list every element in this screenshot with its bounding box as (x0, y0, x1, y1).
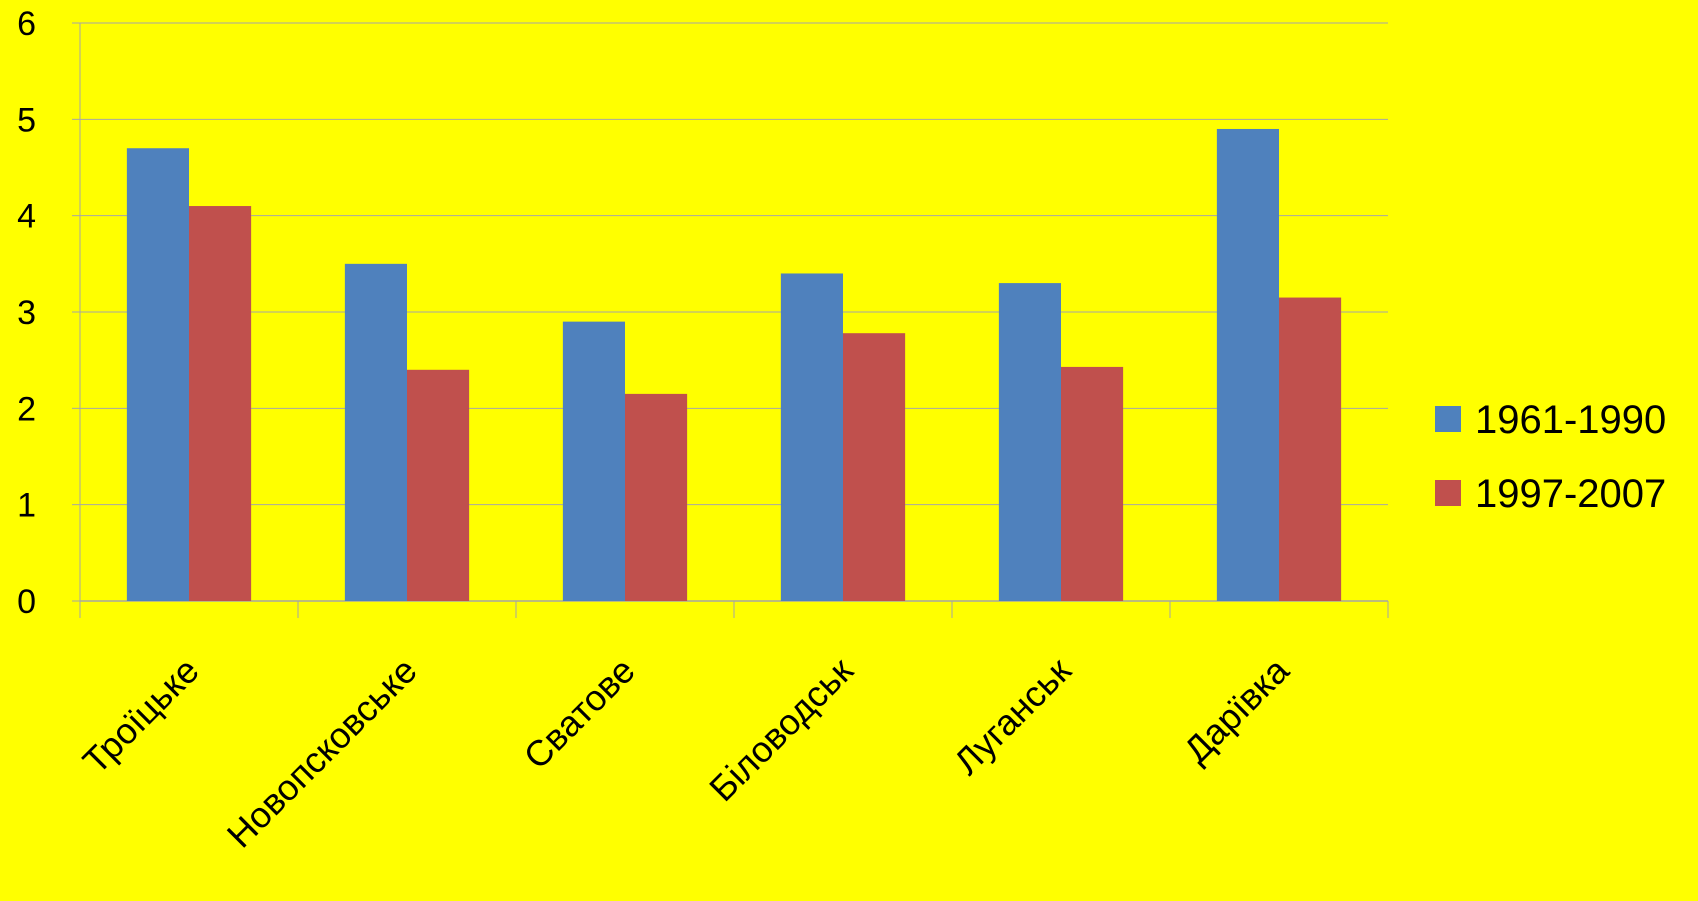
x-tick-label: Сватове (516, 650, 643, 777)
bar-series-2 (625, 393, 688, 601)
bar-series-1 (562, 321, 625, 601)
bars (126, 128, 1342, 602)
legend-label: 1997-2007 (1475, 472, 1666, 516)
bar-series-2 (1279, 297, 1342, 601)
bar-series-1 (126, 148, 189, 601)
axes (72, 22, 1389, 618)
legend-label: 1961-1990 (1475, 398, 1666, 442)
y-tick-labels: 0 1 2 3 4 5 6 (17, 5, 36, 621)
x-tick-label: Біловодськ (701, 649, 861, 809)
x-tick-label: Дарївка (1176, 649, 1298, 771)
y-tick-label: 1 (17, 487, 36, 525)
bar-series-1 (1216, 128, 1279, 601)
legend-swatch (1435, 406, 1461, 432)
bar-series-2 (843, 333, 906, 601)
bar-series-2 (1061, 366, 1124, 601)
y-tick-label: 0 (17, 583, 36, 621)
y-tick-label: 6 (17, 5, 36, 43)
y-tick-label: 5 (17, 101, 36, 139)
y-tick-label: 4 (17, 198, 36, 236)
y-tick-label: 2 (17, 390, 36, 428)
x-tick-labels: Троїцьке Новопсковське Сватове Біловодськ Лу… (75, 649, 1298, 856)
x-tick-label: Луганськ (946, 649, 1079, 782)
x-tick-label: Троїцьке (75, 650, 207, 782)
y-tick-label: 3 (17, 294, 36, 332)
legend-swatch (1435, 480, 1461, 506)
x-tick-label: Новопсковське (219, 650, 425, 856)
bar-series-1 (780, 273, 843, 601)
gridlines (80, 22, 1388, 506)
bar-series-1 (344, 263, 407, 601)
bar-series-2 (189, 206, 252, 602)
bar-series-2 (407, 369, 470, 601)
bar-series-1 (998, 283, 1061, 601)
legend: 1961-1990 1997-2007 (1435, 398, 1666, 516)
